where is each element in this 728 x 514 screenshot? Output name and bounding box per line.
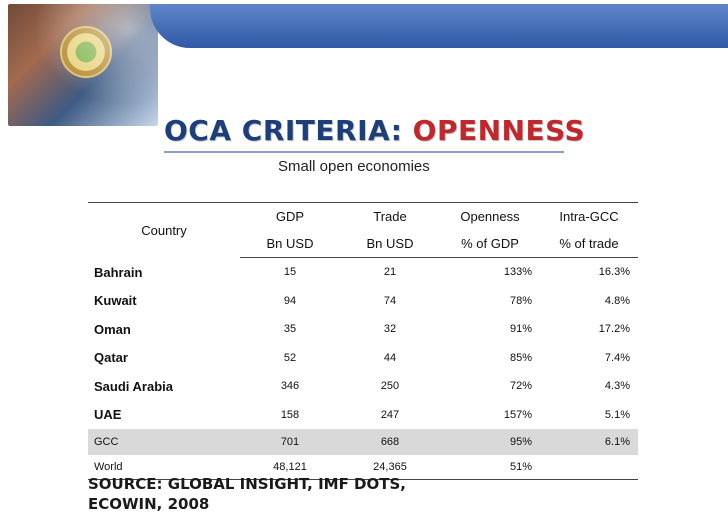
slide-subtitle: Small open economies	[278, 158, 430, 175]
cell-trade: 668	[340, 429, 440, 455]
title-underline	[164, 151, 564, 153]
cell-country: Oman	[94, 321, 131, 337]
cell-trade: 32	[383, 323, 397, 336]
table-header-row: Country GDP Trade Openness Intra-GCC	[88, 202, 638, 258]
table-row: Oman 35 32 91% 17.2%	[88, 315, 638, 344]
cell-gdp: 48,121	[240, 455, 340, 480]
header-country: Country	[88, 202, 240, 258]
cell-intra: 6.1%	[540, 429, 638, 455]
cell-intra: 4.8%	[604, 294, 630, 307]
header-photo	[8, 4, 158, 126]
header-openness: Openness	[440, 202, 540, 230]
cell-openness: 133%	[503, 266, 532, 279]
cell-country: Bahrain	[94, 264, 143, 280]
cell-gdp: 346	[280, 380, 300, 393]
cell-intra	[540, 455, 638, 480]
cell-openness: 95%	[440, 429, 540, 455]
cell-gdp: 158	[280, 408, 300, 421]
cell-gdp: 94	[283, 294, 297, 307]
header-blue-band	[150, 4, 728, 48]
table-row: Kuwait 94 74 78% 4.8%	[88, 287, 638, 316]
unit-intra: % of trade	[540, 230, 638, 258]
cell-country: Kuwait	[94, 293, 137, 309]
cell-openness: 91%	[509, 323, 532, 336]
title-part2: OPENNESS	[412, 114, 586, 147]
cell-intra: 17.2%	[598, 323, 630, 336]
cell-country: UAE	[94, 407, 122, 423]
cell-openness: 72%	[509, 380, 532, 393]
cell-openness: 78%	[509, 294, 532, 307]
cell-country: GCC	[88, 429, 240, 455]
table-row: Qatar 52 44 85% 7.4%	[88, 344, 638, 373]
cell-trade: 74	[383, 294, 397, 307]
source-note: SOURCE: GLOBAL INSIGHT, IMF DOTS, ECOWIN…	[88, 475, 406, 513]
cell-intra: 16.3%	[598, 266, 630, 279]
unit-openness: % of GDP	[440, 230, 540, 258]
cell-openness: 85%	[509, 351, 532, 364]
cell-gdp: 701	[240, 429, 340, 455]
cell-country: Qatar	[94, 350, 128, 366]
cell-gdp: 52	[283, 351, 297, 364]
cell-gdp: 15	[283, 266, 297, 279]
cell-openness: 157%	[503, 408, 532, 421]
openness-table: Country GDP Trade Openness Intra-GCC Bn …	[88, 202, 638, 480]
cell-intra: 7.4%	[604, 351, 630, 364]
cell-trade: 250	[380, 380, 400, 393]
unit-gdp: Bn USD	[240, 230, 340, 258]
cell-trade: 247	[380, 408, 400, 421]
header-intra: Intra-GCC	[540, 202, 638, 230]
table-row: Bahrain 15 21 133% 16.3%	[88, 258, 638, 287]
title-part1: OCA CRITERIA:	[164, 114, 403, 147]
table-row: UAE 158 247 157% 5.1%	[88, 401, 638, 430]
slide-title: OCA CRITERIA: OPENNESS	[164, 114, 585, 147]
table-row-gcc-total: GCC 701 668 95% 6.1%	[88, 429, 638, 455]
cell-intra: 4.3%	[604, 380, 630, 393]
cell-country: World	[88, 455, 240, 480]
table-row-world: World 48,121 24,365 51%	[88, 455, 638, 480]
cell-intra: 5.1%	[604, 408, 630, 421]
cell-trade: 21	[383, 266, 397, 279]
header-gdp: GDP	[240, 202, 340, 230]
header-banner	[0, 0, 728, 140]
cell-country: Saudi Arabia	[94, 378, 173, 394]
cell-gdp: 35	[283, 323, 297, 336]
cell-trade: 44	[383, 351, 397, 364]
table-unit-row: Bn USD Bn USD % of GDP % of trade	[88, 230, 638, 258]
unit-trade: Bn USD	[340, 230, 440, 258]
cell-trade: 24,365	[340, 455, 440, 480]
cell-openness: 51%	[440, 455, 540, 480]
table-row: Saudi Arabia 346 250 72% 4.3%	[88, 372, 638, 401]
header-trade: Trade	[340, 202, 440, 230]
